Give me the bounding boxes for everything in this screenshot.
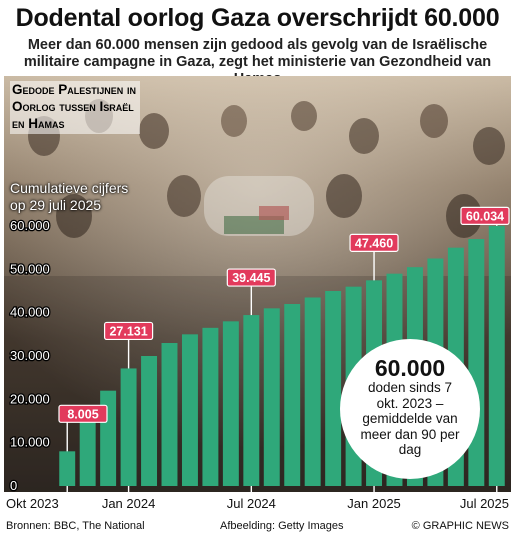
data-label: 8.005 — [67, 407, 98, 421]
x-tick-label: Jan 2024 — [102, 496, 156, 511]
y-tick-label: 60.000 — [10, 218, 50, 233]
data-label: 27.131 — [109, 324, 147, 338]
data-label-box — [460, 206, 510, 225]
bar — [325, 291, 342, 486]
highlight-text: doden sinds 7 okt. 2023 – gemiddelde van… — [360, 380, 460, 457]
page-title: Dodental oorlog Gaza overschrijdt 60.000 — [15, 4, 500, 32]
bar — [222, 321, 239, 486]
chart-note-line-2: op 29 juli 2025 — [10, 197, 102, 213]
section-label-line-1: Gedode Palestijnen in — [12, 82, 137, 97]
bar — [284, 304, 301, 486]
highlight-value: 60.000 — [374, 355, 446, 381]
data-label: 60.034 — [466, 209, 504, 223]
y-tick-label: 40.000 — [10, 305, 50, 320]
x-axis-band — [4, 492, 511, 514]
data-label: 47.460 — [355, 236, 393, 250]
y-tick-label: 0 — [10, 478, 17, 493]
y-tick-label: 30.000 — [10, 348, 50, 363]
bar — [263, 308, 280, 486]
bar — [243, 315, 260, 486]
section-label-line-2: Oorlog tussen Israël — [12, 99, 134, 114]
sources: Bronnen: BBC, The National — [6, 520, 145, 532]
chart-note: Cumulatieve cijfers op 29 juli 2025 — [10, 180, 128, 214]
footer: Bronnen: BBC, The National Afbeelding: G… — [0, 515, 515, 537]
bar — [120, 368, 137, 486]
data-label: 39.445 — [232, 271, 270, 285]
x-axis: Okt 2023 Jan 2024 Jul 2024 Jan 2025 Jul 2025 — [6, 496, 509, 511]
bar — [304, 297, 321, 486]
data-label-box — [349, 233, 399, 252]
bar — [161, 343, 178, 486]
x-tick-label: Jan 2025 — [347, 496, 401, 511]
y-tick-label: 20.000 — [10, 391, 50, 406]
bar — [181, 334, 198, 486]
y-axis: 0 10.000 20.000 30.000 40.000 50.000 60.000 — [9, 217, 51, 495]
x-tick-label: Jul 2024 — [227, 496, 276, 511]
bar — [202, 327, 219, 486]
image-credit: Afbeelding: Getty Images — [220, 520, 344, 532]
data-label-box — [226, 268, 276, 287]
highlight-circle: 60.000 doden sinds 7 okt. 2023 – gemidde… — [340, 339, 480, 479]
data-label-box — [58, 404, 108, 423]
section-label-line-3: en Hamas — [12, 116, 65, 131]
bar — [59, 451, 76, 486]
y-tick-label: 50.000 — [10, 261, 50, 276]
subtitle-line-1: Meer dan 60.000 mensen zijn gedood als g… — [27, 37, 488, 53]
y-tick-label: 10.000 — [10, 435, 50, 450]
chart-note-line-1: Cumulatieve cijfers — [10, 180, 129, 196]
data-label-box — [103, 321, 154, 341]
bar — [79, 421, 96, 486]
x-tick-label: Okt 2023 — [6, 496, 59, 511]
bar — [488, 225, 505, 486]
section-label: Gedode Palestijnen in Oorlog tussen Isra… — [10, 81, 141, 134]
x-tick-label: Jul 2025 — [460, 496, 509, 511]
brand: © GRAPHIC NEWS — [411, 520, 509, 532]
bar — [141, 356, 158, 486]
data-labels: 8.005 27.131 39.445 47.460 60.034 — [58, 206, 510, 423]
